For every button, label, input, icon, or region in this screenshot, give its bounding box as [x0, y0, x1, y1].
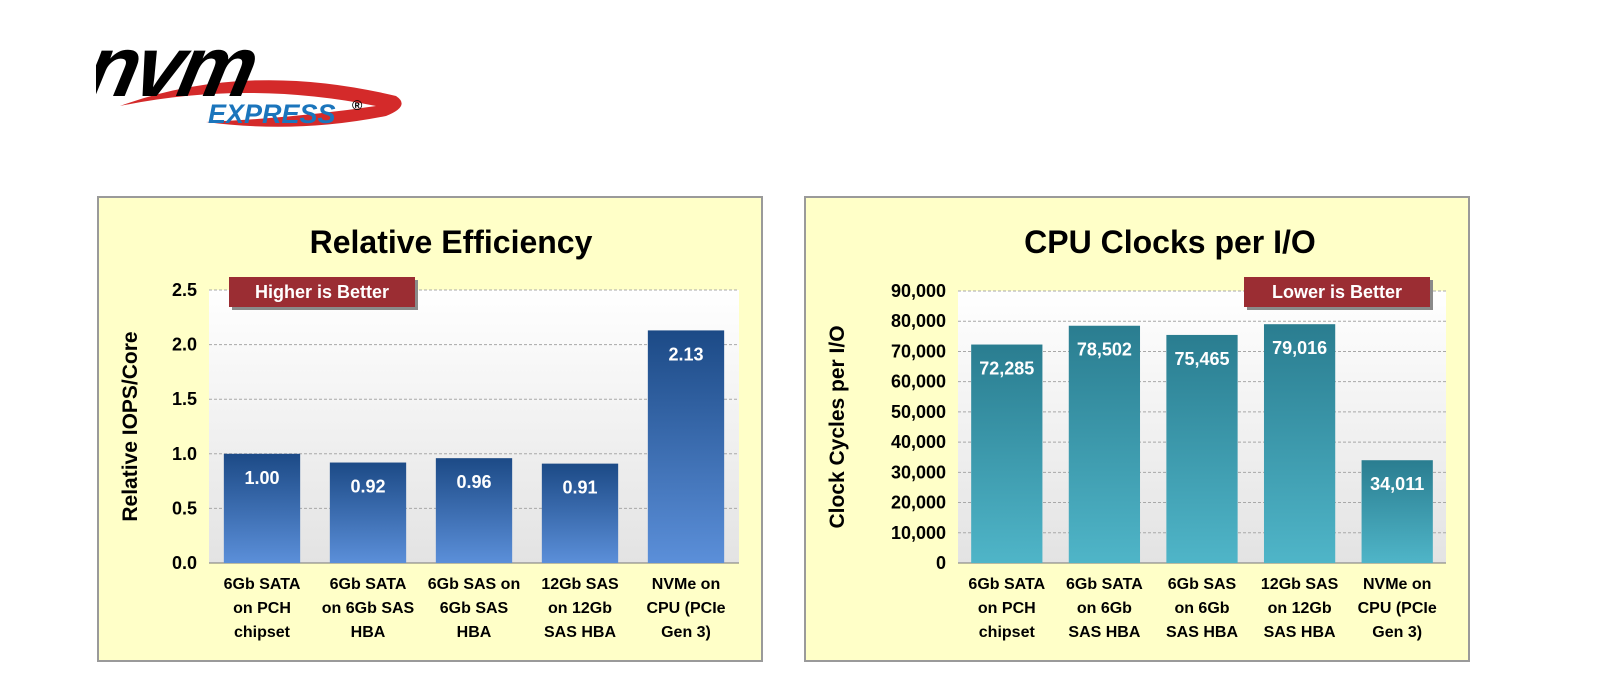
left-category-label: CPU (PCIe: [646, 600, 725, 617]
right-bar: [1068, 325, 1141, 563]
right-y-tick-label: 90,000: [891, 281, 946, 301]
left-note-text: Higher is Better: [255, 282, 389, 302]
right-y-tick-label: 40,000: [891, 432, 946, 452]
left-category-label: Gen 3): [661, 624, 711, 641]
right-y-tick-label: 50,000: [891, 402, 946, 422]
cpu-clocks-chart-panel: CPU Clocks per I/O 0 10,000 20,000 30,000 40,…: [804, 196, 1470, 662]
right-chart-title: CPU Clocks per I/O: [1024, 224, 1316, 260]
right-category-label: on PCH: [978, 600, 1036, 617]
right-bar-value-label: 34,011: [1370, 474, 1424, 494]
left-bar-value-label: 1.00: [244, 468, 279, 488]
right-bar-value-label: 78,502: [1077, 340, 1132, 360]
right-category-label: SAS HBA: [1264, 624, 1336, 641]
relative-efficiency-chart: Relative Efficiency 0.0 0.5 1.0 1.5 2.0 2.5 Rel…: [119, 224, 739, 641]
right-bar-value-label: 72,285: [979, 359, 1034, 379]
right-category-label: NVMe on: [1363, 576, 1431, 593]
right-note-badge: Lower is Better: [1244, 277, 1433, 310]
left-category-label: SAS HBA: [544, 624, 616, 641]
left-category-label: 6Gb SAS on: [428, 576, 520, 593]
left-category-label: 6Gb SATA: [330, 576, 407, 593]
right-bar: [971, 344, 1043, 563]
left-category-label: on 6Gb SAS: [322, 600, 415, 617]
right-category-label: Gen 3): [1372, 624, 1422, 641]
left-category-label: on PCH: [233, 600, 291, 617]
logo-subtitle: EXPRESS: [208, 99, 336, 129]
left-bar: [223, 453, 301, 563]
left-y-tick-label: 2.5: [172, 280, 197, 300]
right-y-tick-label: 30,000: [891, 462, 946, 482]
right-category-label: on 12Gb: [1268, 600, 1332, 617]
left-bar: [647, 330, 725, 563]
left-bar-value-label: 0.91: [562, 478, 597, 498]
left-y-tick-label: 1.5: [172, 389, 197, 409]
left-bar: [329, 462, 407, 563]
left-y-axis-title: Relative IOPS/Core: [119, 331, 142, 521]
logo-registered-mark: ®: [352, 97, 363, 113]
right-note-text: Lower is Better: [1272, 282, 1402, 302]
right-category-label: on 6Gb: [1174, 600, 1229, 617]
left-bar-value-label: 0.92: [350, 477, 385, 497]
right-y-tick-label: 70,000: [891, 341, 946, 361]
left-category-label: NVMe on: [652, 576, 720, 593]
left-category-label: chipset: [234, 624, 291, 641]
left-y-tick-label: 0.0: [172, 553, 197, 573]
left-category-label: 12Gb SAS: [541, 576, 619, 593]
left-note-badge: Higher is Better: [229, 277, 418, 310]
right-y-tick-label: 0: [936, 553, 946, 573]
right-category-label: SAS HBA: [1068, 624, 1140, 641]
left-category-label: HBA: [351, 624, 386, 641]
right-y-tick-label: 10,000: [891, 523, 946, 543]
right-bar-value-label: 75,465: [1174, 349, 1229, 369]
right-category-label: 12Gb SAS: [1261, 576, 1339, 593]
left-category-label: on 12Gb: [548, 600, 612, 617]
right-category-label: SAS HBA: [1166, 624, 1238, 641]
right-category-label: on 6Gb: [1077, 600, 1132, 617]
right-category-label: chipset: [979, 624, 1036, 641]
left-y-tick-label: 1.0: [172, 444, 197, 464]
right-y-axis-title: Clock Cycles per I/O: [826, 325, 849, 528]
relative-efficiency-chart-panel: Relative Efficiency 0.0 0.5 1.0 1.5 2.0 2.5 Rel…: [97, 196, 763, 662]
right-category-label: CPU (PCIe: [1358, 600, 1437, 617]
left-bar-value-label: 0.96: [456, 472, 491, 492]
right-category-label: 6Gb SATA: [1066, 576, 1143, 593]
right-y-tick-label: 20,000: [891, 493, 946, 513]
right-y-tick-label: 80,000: [891, 311, 946, 331]
left-bar: [541, 463, 619, 563]
left-category-label: HBA: [457, 624, 492, 641]
right-y-tick-label: 60,000: [891, 372, 946, 392]
left-bar: [435, 458, 513, 563]
right-category-label: 6Gb SATA: [968, 576, 1045, 593]
left-y-tick-label: 2.0: [172, 335, 197, 355]
cpu-clocks-chart: CPU Clocks per I/O 0 10,000 20,000 30,000 40,…: [826, 224, 1446, 641]
left-y-tick-label: 0.5: [172, 498, 197, 518]
right-category-label: 6Gb SAS: [1168, 576, 1237, 593]
nvm-express-logo: nvm EXPRESS ®: [96, 30, 402, 129]
logo-word: nvm: [96, 30, 264, 115]
left-category-label: 6Gb SATA: [224, 576, 301, 593]
right-bar: [1166, 334, 1238, 563]
left-category-label: 6Gb SAS: [440, 600, 509, 617]
left-chart-title: Relative Efficiency: [310, 224, 593, 260]
left-bar-value-label: 2.13: [668, 344, 703, 364]
right-bar-value-label: 79,016: [1272, 338, 1327, 358]
right-bar: [1361, 460, 1433, 563]
right-bar: [1263, 324, 1336, 563]
